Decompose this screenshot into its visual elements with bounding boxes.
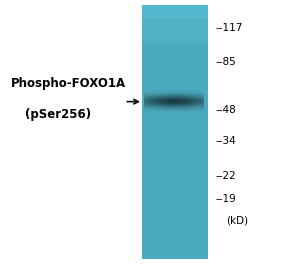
Text: --85: --85 [215, 57, 236, 67]
Text: --34: --34 [215, 136, 236, 146]
Text: Phospho-FOXO1A: Phospho-FOXO1A [11, 77, 127, 90]
Text: --117: --117 [215, 23, 243, 33]
Text: --22: --22 [215, 171, 236, 181]
Text: (kD): (kD) [226, 215, 248, 225]
Text: --19: --19 [215, 194, 236, 204]
Text: --48: --48 [215, 105, 236, 115]
Text: (pSer256): (pSer256) [25, 108, 92, 121]
